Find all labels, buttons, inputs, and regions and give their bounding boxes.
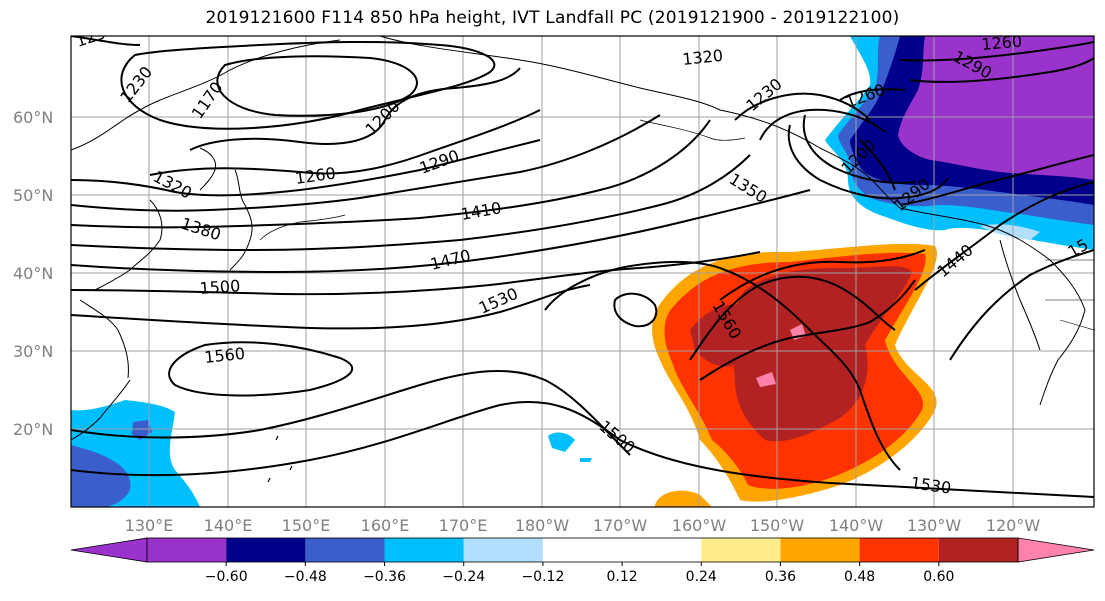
- colorbar-over-extension: [1017, 537, 1095, 563]
- colorbar-cell: [938, 538, 1018, 562]
- lon-label: 140°W: [829, 516, 884, 535]
- map-frame: [70, 35, 1095, 508]
- contour-label: 1260: [981, 32, 1023, 54]
- colorbar-tick-label: 0.12: [607, 569, 638, 585]
- colorbar-cell: [701, 538, 781, 562]
- lat-label-40n: 40°N: [13, 264, 53, 283]
- colorbar: −0.60 −0.48 −0.36 −0.24 −0.12 0.12 0.24 0.36 0.4…: [70, 537, 1095, 585]
- colorbar-cell: [147, 538, 227, 562]
- colorbar-tick-label: 0.36: [765, 569, 796, 585]
- latitude-labels: 60°N 50°N 40°N 30°N 20°N: [13, 108, 53, 439]
- contour-label: 1320: [681, 46, 723, 69]
- graticule: [71, 36, 1094, 507]
- lon-label: 120°W: [986, 516, 1041, 535]
- lon-label: 180°W: [515, 516, 570, 535]
- colorbar-cell: [384, 538, 464, 562]
- colorbar-tick-label: −0.12: [521, 569, 564, 585]
- lon-label: 140°E: [204, 516, 253, 535]
- lat-label-20n: 20°N: [13, 420, 53, 439]
- colorbar-tick-label: −0.24: [442, 569, 485, 585]
- colorbar-tick-label: 0.24: [686, 569, 717, 585]
- colorbar-frame: [146, 537, 1019, 563]
- colorbar-under-extension: [70, 537, 148, 563]
- colorbar-cell: [542, 538, 623, 562]
- colorbar-tick-label: −0.48: [284, 569, 327, 585]
- lon-label: 130°W: [907, 516, 962, 535]
- colorbar-cell: [305, 538, 385, 562]
- colorbar-cell: [622, 538, 702, 562]
- lon-label: 170°E: [439, 516, 488, 535]
- coastlines: [71, 36, 1094, 483]
- plot-title: 2019121600 F114 850 hPa height, IVT Land…: [205, 8, 900, 28]
- lon-label: 170°W: [593, 516, 648, 535]
- colorbar-tick-label: 0.60: [923, 569, 954, 585]
- lon-label: 150°W: [750, 516, 805, 535]
- colorbar-tick-label: −0.36: [363, 569, 406, 585]
- lon-label: 160°W: [672, 516, 727, 535]
- lon-label: 150°E: [282, 516, 331, 535]
- longitude-labels: 130°E 140°E 150°E 160°E 170°E 180°W 170°…: [125, 516, 1041, 535]
- lon-label: 130°E: [125, 516, 174, 535]
- lat-label-50n: 50°N: [13, 186, 53, 205]
- colorbar-tick-label: 0.48: [844, 569, 875, 585]
- colorbar-cell: [226, 538, 306, 562]
- colorbar-cell: [859, 538, 939, 562]
- ivt-negative-region-southwest: [71, 400, 592, 507]
- colorbar-cell: [780, 538, 860, 562]
- colorbar-tick-label: −0.60: [205, 569, 248, 585]
- lat-label-30n: 30°N: [13, 342, 53, 361]
- lat-label-60n: 60°N: [13, 108, 53, 127]
- contour-label: 1560: [203, 344, 245, 367]
- lon-label: 160°E: [361, 516, 410, 535]
- height-contours: [71, 36, 1094, 498]
- colorbar-cell: [463, 538, 543, 562]
- contour-label: 1500: [199, 276, 241, 298]
